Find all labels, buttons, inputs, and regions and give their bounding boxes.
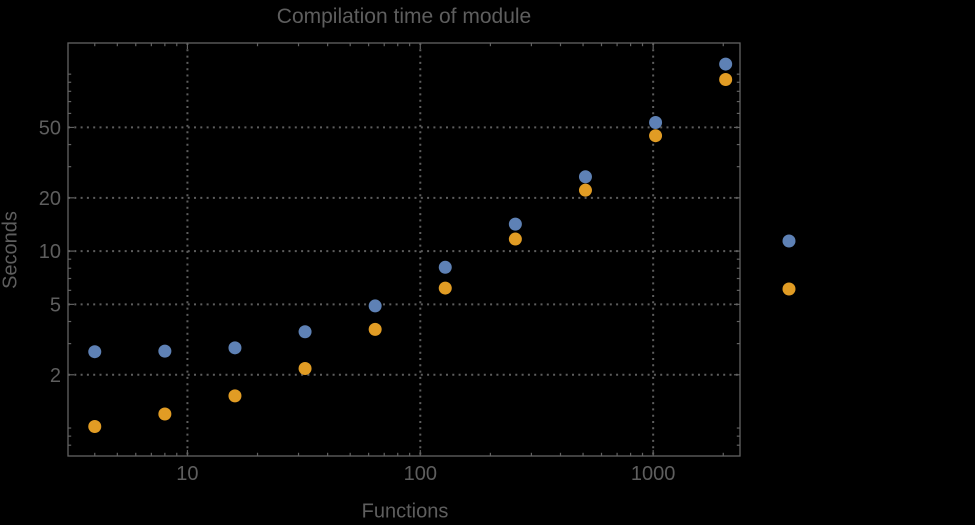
legend-marker-2 (782, 282, 796, 296)
y-tick-label: 20 (39, 188, 61, 210)
data-point-series2 (649, 129, 663, 143)
data-point-series1 (438, 260, 452, 274)
data-point-series1 (88, 345, 102, 359)
y-tick-label: 5 (50, 294, 61, 316)
y-tick-label: 2 (50, 365, 61, 387)
legend-marker-1 (782, 234, 796, 248)
data-point-series1 (508, 217, 522, 231)
data-point-series2 (228, 389, 242, 403)
x-tick-label: 1000 (631, 463, 676, 485)
x-axis-label: Functions (361, 500, 449, 523)
data-point-series2 (88, 420, 102, 434)
y-tick-label: 50 (39, 117, 61, 139)
data-point-series2 (298, 362, 312, 376)
y-tick-label: 10 (39, 241, 61, 263)
data-point-series1 (158, 344, 172, 358)
data-point-series1 (649, 116, 663, 130)
data-point-series2 (368, 322, 382, 336)
data-point-series2 (158, 407, 172, 421)
plot-frame (67, 42, 741, 457)
data-point-series1 (578, 170, 592, 184)
data-point-series1 (368, 299, 382, 313)
data-point-series1 (719, 57, 733, 71)
data-point-series1 (298, 325, 312, 339)
chart-title: Compilation time of module (276, 5, 532, 28)
x-tick-label: 10 (176, 463, 198, 485)
data-point-series2 (438, 281, 452, 295)
data-point-series2 (508, 232, 522, 246)
data-point-series2 (578, 183, 592, 197)
x-tick-label: 100 (404, 463, 437, 485)
data-point-series2 (719, 72, 733, 86)
data-point-series1 (228, 341, 242, 355)
